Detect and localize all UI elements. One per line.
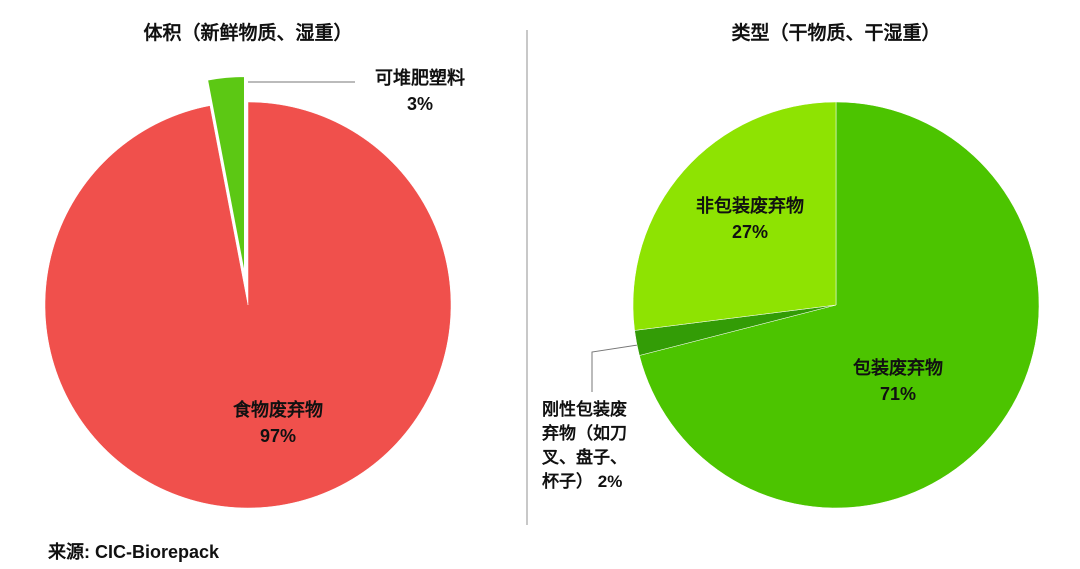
slice-label: 包装废弃物 (853, 358, 943, 378)
pie-slice (632, 101, 837, 331)
slice-label: 可堆肥塑料 (375, 68, 465, 88)
slice-value-label: 27% (731, 222, 769, 242)
slice-label: 刚性包装废弃物（如刀叉、盘子、杯子） (542, 400, 627, 491)
slice-label: 非包装废弃物 (696, 196, 804, 216)
pie-slice (639, 101, 1040, 509)
source-note: 来源: CIC-Biorepack (48, 542, 220, 562)
slice-value-label: 97% (259, 426, 297, 446)
chart-title: 体积（新鲜物质、湿重） (143, 23, 353, 44)
slice-value-label: 2% (597, 472, 623, 491)
slice-label: 食物废弃物 (233, 400, 323, 420)
pie-slice (44, 101, 452, 509)
pie-slice (205, 74, 246, 280)
slice-value-label: 3% (406, 94, 434, 114)
chart-title: 类型（干物质、干湿重） (731, 23, 941, 44)
leader-line (591, 344, 639, 392)
slice-value-label: 71% (879, 384, 917, 404)
slice-label-block: 刚性包装废弃物（如刀叉、盘子、杯子） 2% (542, 398, 638, 494)
